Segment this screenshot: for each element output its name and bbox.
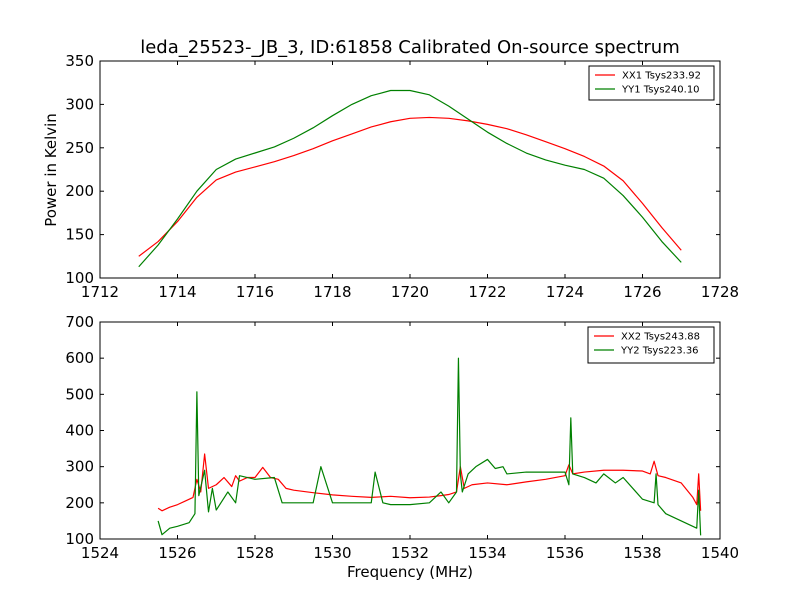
bottom-panel: 1524 1526 1528 1530 1532 1534 1536 1538 1540 100 2…: [65, 313, 739, 562]
legend-box: [587, 326, 715, 364]
y-tick-label: 200: [65, 494, 94, 512]
x-tick-label: 1716: [236, 283, 274, 301]
x-tick-label: 1534: [468, 544, 506, 562]
y-axis-label: Power in Kelvin: [42, 113, 60, 227]
y-tick-label: 100: [65, 530, 94, 548]
x-tick-label: 1536: [546, 544, 584, 562]
series-line-xx1: [138, 116, 682, 257]
x-tick-label: 1528: [236, 544, 274, 562]
x-tick-label: 1524: [81, 544, 119, 562]
x-tick-label: 1720: [391, 283, 429, 301]
legend: XX1 Tsys233.92 YY1 Tsys240.10: [588, 65, 715, 101]
y-tick-label: 200: [65, 182, 94, 200]
x-tick-label: 1728: [701, 283, 739, 301]
x-tick-label: 1714: [158, 283, 196, 301]
legend-label: YY1 Tsys240.10: [621, 85, 700, 96]
x-tick-label: 1538: [623, 544, 661, 562]
y-tick-label: 150: [65, 226, 94, 244]
x-tick-label: 1540: [701, 544, 739, 562]
x-tick-label: 1722: [468, 283, 506, 301]
x-tick-label: 1530: [313, 544, 351, 562]
legend-label: XX1 Tsys233.92: [622, 71, 701, 82]
x-tick-label: 1718: [313, 283, 351, 301]
series-line-yy1: [138, 89, 682, 268]
legend-label: XX2 Tsys243.88: [621, 332, 700, 343]
legend-box: [588, 65, 715, 101]
y-tick-label: 250: [65, 139, 94, 157]
y-tick-label: 500: [65, 385, 94, 403]
x-tick-label: 1532: [391, 544, 429, 562]
y-tick-label: 300: [65, 458, 94, 476]
x-axis-label: Frequency (MHz): [347, 563, 473, 581]
series-line-yy2: [157, 357, 702, 536]
legend: XX2 Tsys243.88 YY2 Tsys223.36: [587, 326, 715, 364]
x-tick-label: 1712: [81, 283, 119, 301]
y-tick-label: 400: [65, 422, 94, 440]
y-tick-label: 100: [65, 269, 94, 287]
top-panel: 1712 1714 1716 1718 1720 1722 1724 1726 1728 100 1…: [65, 52, 739, 301]
x-tick-label: 1724: [546, 283, 584, 301]
x-tick-label: 1526: [158, 544, 196, 562]
x-tick-label: 1726: [623, 283, 661, 301]
legend-label: YY2 Tsys223.36: [620, 346, 699, 357]
y-tick-label: 350: [65, 52, 94, 70]
y-tick-label: 700: [65, 313, 94, 331]
series-line-xx2: [157, 453, 702, 512]
y-tick-label: 300: [65, 95, 94, 113]
y-tick-label: 600: [65, 349, 94, 367]
chart-title: leda_25523-_JB_3, ID:61858 Calibrated On…: [140, 37, 680, 58]
